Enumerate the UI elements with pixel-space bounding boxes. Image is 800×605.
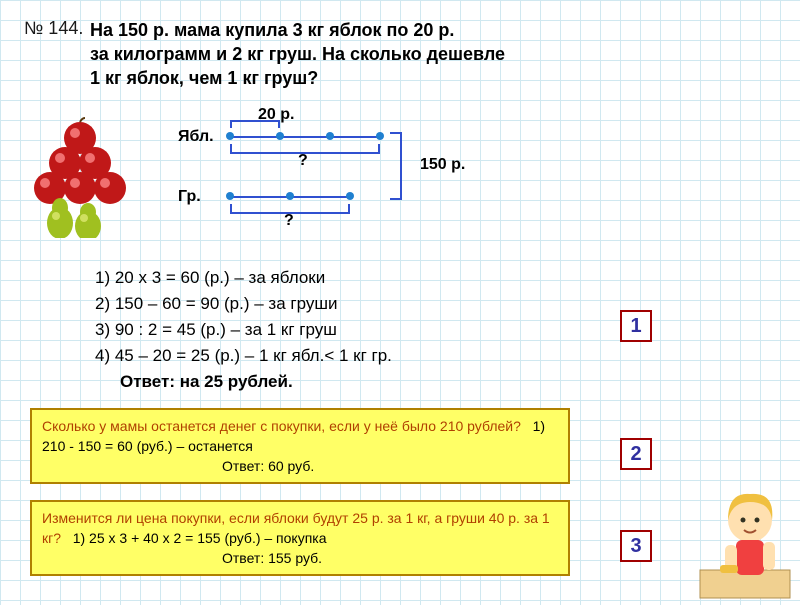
step-4: 4) 45 – 20 = 25 (р.) – 1 кг ябл.< 1 кг г…	[95, 343, 392, 369]
problem-line3: 1 кг яблок, чем 1 кг груш?	[90, 66, 505, 90]
apples-label: Ябл.	[178, 128, 214, 146]
problem-line2: за килограмм и 2 кг груш. На сколько деш…	[90, 42, 505, 66]
followup3-answer: Ответ: 155 руб.	[222, 550, 322, 566]
followup2-answer: Ответ: 60 руб.	[222, 458, 314, 474]
followup3-calc-text: 1) 25 х 3 + 40 х 2 = 155 (руб.) – покупк…	[73, 530, 327, 546]
number-box-3: 3	[620, 530, 652, 562]
apples-qmark: ?	[298, 152, 308, 170]
followup-box-2: Сколько у мамы останется денег с покупки…	[30, 408, 570, 484]
solution-steps: 1) 20 х 3 = 60 (р.) – за яблоки 2) 150 –…	[95, 265, 392, 369]
followup-box-3: Изменится ли цена покупки, если яблоки б…	[30, 500, 570, 576]
pears-qmark: ?	[284, 212, 294, 230]
pears-label: Гр.	[178, 188, 201, 206]
boy-image	[690, 480, 800, 600]
step-3: 3) 90 : 2 = 45 (р.) – за 1 кг груш	[95, 317, 392, 343]
followup3-calc: 1) 25 х 3 + 40 х 2 = 155 (руб.) – покупк…	[65, 530, 327, 546]
tape-diagram: 20 р. Ябл. Гр. ? ? 150 р.	[170, 108, 510, 258]
problem-line1: На 150 р. мама купила 3 кг яблок по 20 р…	[90, 18, 505, 42]
fruit-image	[30, 108, 140, 238]
number-box-1: 1	[620, 310, 652, 342]
total-label: 150 р.	[420, 156, 465, 174]
problem-text: На 150 р. мама купила 3 кг яблок по 20 р…	[90, 18, 505, 90]
problem-number: № 144.	[24, 18, 83, 39]
followup2-question: Сколько у мамы останется денег с покупки…	[42, 418, 521, 434]
answer: Ответ: на 25 рублей.	[120, 372, 293, 392]
number-box-2: 2	[620, 438, 652, 470]
step-1: 1) 20 х 3 = 60 (р.) – за яблоки	[95, 265, 392, 291]
step-2: 2) 150 – 60 = 90 (р.) – за груши	[95, 291, 392, 317]
